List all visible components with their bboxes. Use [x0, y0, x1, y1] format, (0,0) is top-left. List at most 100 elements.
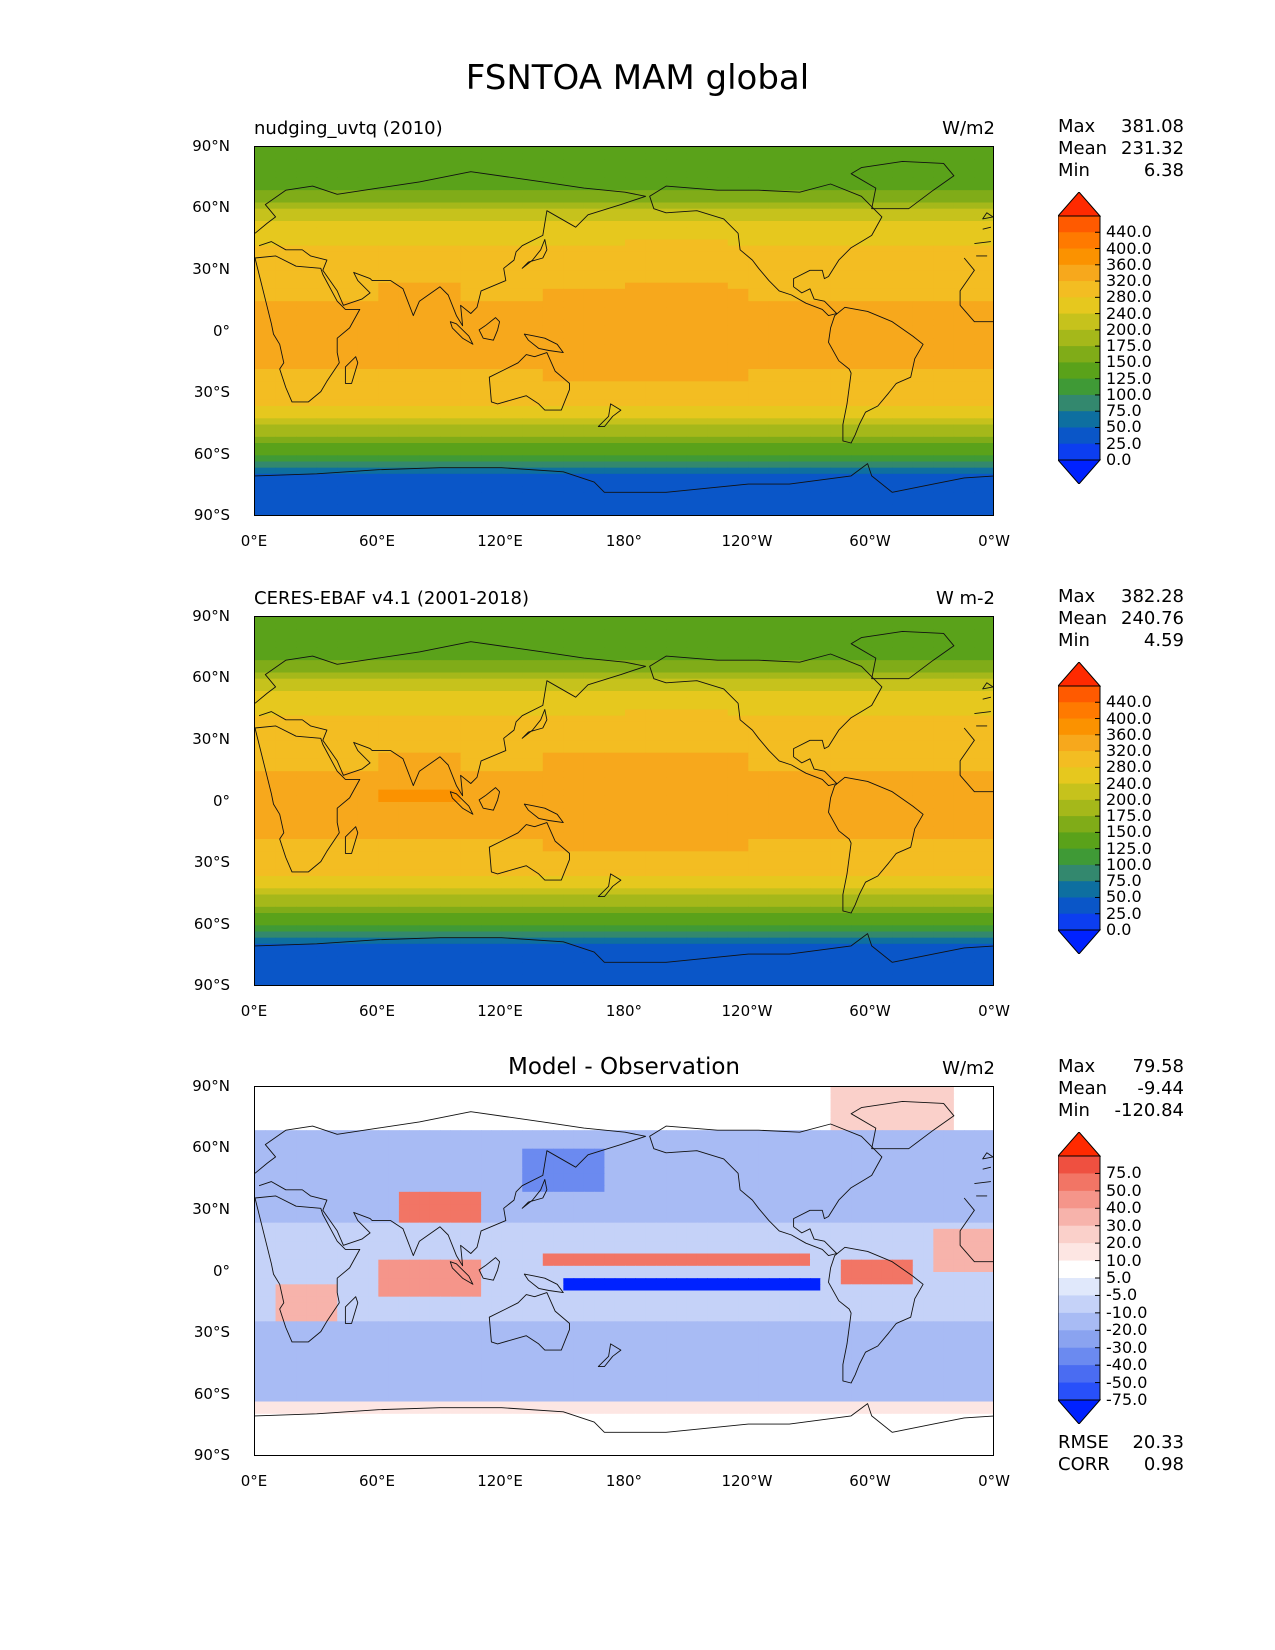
field-cell	[748, 1124, 760, 1131]
field-cell	[460, 752, 482, 760]
field-cell	[912, 832, 934, 840]
field-cell	[275, 894, 297, 902]
field-cell	[953, 635, 976, 643]
field-cell	[810, 147, 832, 154]
field-cell	[625, 974, 647, 982]
field-cell	[542, 660, 564, 667]
field-cell	[953, 399, 976, 407]
field-cell	[625, 906, 647, 914]
field-cell	[604, 931, 626, 939]
field-cell	[686, 208, 708, 216]
field-cell	[748, 802, 770, 809]
field-cell	[645, 418, 667, 426]
field-cell	[378, 307, 400, 315]
field-cell	[542, 202, 564, 210]
field-cell	[686, 783, 708, 791]
field-cell	[255, 980, 277, 985]
map-field	[255, 1087, 993, 1455]
field-cell	[316, 863, 338, 871]
field-cell	[953, 344, 976, 352]
field-cell	[851, 467, 873, 475]
field-cell	[347, 1093, 359, 1100]
field-cell	[378, 1087, 390, 1094]
field-cell	[255, 746, 277, 754]
field-cell	[686, 492, 708, 500]
field-cell	[542, 480, 564, 487]
field-cell	[789, 789, 811, 797]
field-cell	[933, 617, 955, 624]
field-cell	[583, 894, 606, 902]
field-cell	[892, 1087, 904, 1094]
field-cell	[522, 233, 544, 241]
field-cell	[357, 623, 379, 630]
field-cell	[789, 233, 811, 241]
field-cell	[625, 492, 647, 500]
field-cell	[933, 740, 955, 748]
field-cell	[563, 839, 585, 846]
field-cell	[378, 740, 400, 748]
field-cell	[892, 486, 914, 493]
colorbar-swatch	[1058, 427, 1100, 445]
field-cell	[481, 765, 503, 772]
field-cell	[255, 245, 277, 253]
field-cell	[851, 406, 873, 413]
field-cell	[501, 504, 523, 512]
colorbar-swatch	[1058, 751, 1100, 768]
field-cell	[553, 1099, 564, 1107]
field-cell	[522, 399, 544, 407]
field-cell	[676, 1099, 688, 1107]
field-cell	[789, 629, 811, 637]
field-cell	[440, 436, 462, 444]
field-cell	[851, 258, 873, 265]
field-cell	[296, 165, 318, 173]
field-cell	[768, 715, 791, 723]
field-cell	[398, 672, 421, 680]
field-cell	[830, 1117, 842, 1125]
field-cell	[542, 319, 564, 327]
field-cell	[707, 436, 729, 444]
field-cell	[871, 171, 893, 179]
field-cell	[542, 332, 564, 339]
field-cell	[789, 641, 811, 649]
field-cell	[460, 937, 482, 945]
field-cell	[522, 227, 544, 234]
field-cell	[542, 635, 564, 643]
field-cell	[871, 270, 893, 278]
field-cell	[583, 1111, 595, 1119]
field-cell	[275, 381, 297, 389]
field-cell	[851, 758, 873, 766]
field-cell	[398, 876, 421, 883]
field-cell	[604, 375, 626, 382]
field-cell	[851, 771, 873, 778]
field-cell	[974, 740, 993, 748]
field-cell	[953, 350, 976, 358]
field-cell	[378, 153, 400, 160]
field-cell	[614, 1105, 626, 1113]
field-cell	[378, 510, 400, 515]
field-cell	[542, 684, 564, 692]
field-cell	[974, 387, 993, 395]
field-cell	[707, 504, 729, 512]
field-cell	[707, 678, 729, 686]
field-cell	[686, 251, 708, 259]
field-cell	[440, 443, 462, 450]
field-cell	[511, 1093, 523, 1100]
field-cell	[542, 282, 564, 290]
colorbar-tick-label: 320.0	[1106, 271, 1152, 291]
field-cell	[440, 654, 462, 661]
field-cell	[686, 832, 708, 840]
field-cell	[440, 264, 462, 271]
field-cell	[316, 480, 338, 487]
colorbar-swatch	[1058, 881, 1100, 898]
field-cell	[378, 617, 400, 624]
field-cell	[748, 288, 770, 296]
field-cell	[686, 913, 708, 920]
field-cell	[768, 455, 791, 463]
field-cell	[583, 153, 606, 160]
field-cell	[357, 956, 379, 963]
field-cell	[686, 362, 708, 370]
field-cell	[542, 968, 564, 976]
field-cell	[871, 629, 893, 637]
field-cell	[974, 943, 993, 951]
field-cell	[398, 832, 421, 840]
